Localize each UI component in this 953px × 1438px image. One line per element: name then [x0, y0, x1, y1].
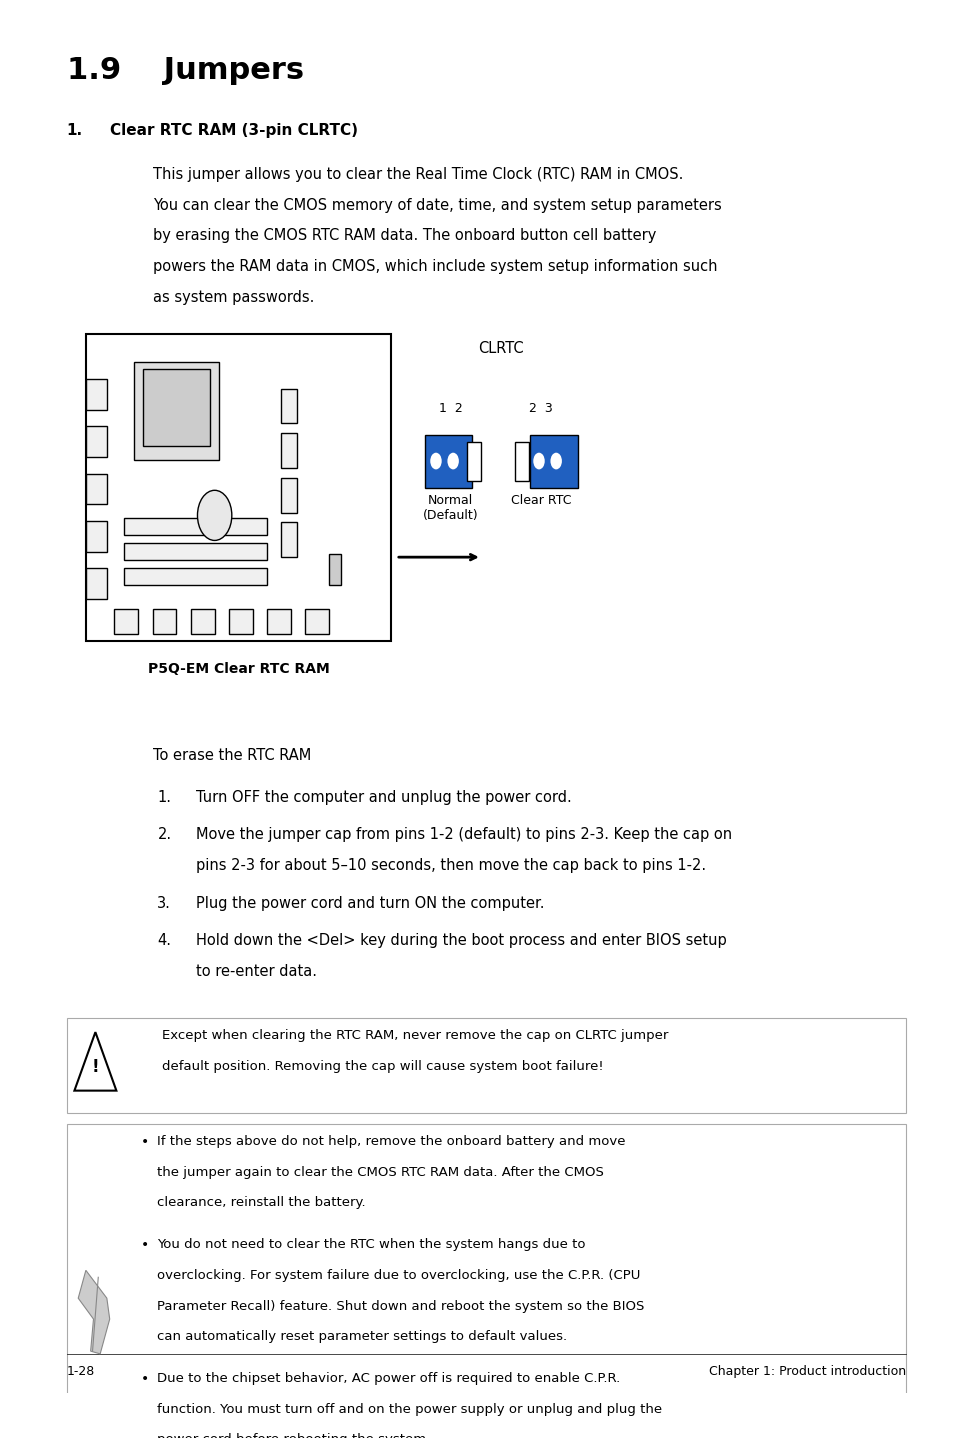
- Bar: [424, 434, 472, 487]
- Bar: [191, 608, 214, 634]
- Text: This jumper allows you to clear the Real Time Clock (RTC) RAM in CMOS.: This jumper allows you to clear the Real…: [152, 167, 682, 183]
- Bar: [467, 441, 480, 480]
- Text: Parameter Recall) feature. Shut down and reboot the system so the BIOS: Parameter Recall) feature. Shut down and…: [157, 1300, 644, 1313]
- Text: •: •: [141, 1135, 150, 1149]
- Text: powers the RAM data in CMOS, which include system setup information such: powers the RAM data in CMOS, which inclu…: [152, 259, 717, 275]
- Bar: [329, 555, 340, 585]
- Text: •: •: [141, 1238, 150, 1252]
- Polygon shape: [74, 1032, 116, 1090]
- Text: P5Q-EM Clear RTC RAM: P5Q-EM Clear RTC RAM: [148, 661, 329, 676]
- Bar: [124, 568, 267, 585]
- Text: If the steps above do not help, remove the onboard battery and move: If the steps above do not help, remove t…: [157, 1135, 625, 1148]
- Text: 1  2: 1 2: [438, 403, 462, 416]
- Bar: [124, 518, 267, 535]
- Text: power cord before rebooting the system.: power cord before rebooting the system.: [157, 1434, 430, 1438]
- Text: Plug the power cord and turn ON the computer.: Plug the power cord and turn ON the comp…: [195, 896, 543, 910]
- Text: 2  3: 2 3: [529, 403, 553, 416]
- Text: To erase the RTC RAM: To erase the RTC RAM: [152, 748, 311, 764]
- Text: Move the jumper cap from pins 1-2 (default) to pins 2-3. Keep the cap on: Move the jumper cap from pins 1-2 (defau…: [195, 827, 731, 843]
- Bar: [133, 362, 219, 460]
- Bar: [152, 608, 176, 634]
- Bar: [86, 568, 107, 600]
- Bar: [515, 441, 528, 480]
- Text: Turn OFF the computer and unplug the power cord.: Turn OFF the computer and unplug the pow…: [195, 789, 571, 805]
- Text: Chapter 1: Product introduction: Chapter 1: Product introduction: [708, 1365, 905, 1378]
- Text: Normal
(Default): Normal (Default): [422, 495, 477, 522]
- Bar: [281, 388, 296, 423]
- Bar: [229, 608, 253, 634]
- Circle shape: [550, 453, 561, 469]
- Bar: [86, 378, 107, 410]
- Circle shape: [447, 453, 458, 469]
- Bar: [267, 608, 291, 634]
- Text: to re-enter data.: to re-enter data.: [195, 963, 316, 979]
- Bar: [143, 370, 210, 446]
- Text: function. You must turn off and on the power supply or unplug and plug the: function. You must turn off and on the p…: [157, 1402, 661, 1415]
- Bar: [281, 522, 296, 557]
- Text: Except when clearing the RTC RAM, never remove the cap on CLRTC jumper: Except when clearing the RTC RAM, never …: [162, 1030, 668, 1043]
- Text: 1-28: 1-28: [67, 1365, 95, 1378]
- Text: •: •: [141, 1372, 150, 1386]
- Bar: [67, 1125, 905, 1438]
- Text: pins 2-3 for about 5–10 seconds, then move the cap back to pins 1-2.: pins 2-3 for about 5–10 seconds, then mo…: [195, 858, 705, 873]
- Bar: [281, 433, 296, 467]
- Text: 4.: 4.: [157, 933, 172, 948]
- Bar: [67, 1018, 905, 1113]
- Bar: [530, 434, 578, 487]
- Text: !: !: [91, 1058, 99, 1076]
- Text: 1.: 1.: [67, 122, 83, 138]
- Text: Clear RTC RAM (3-pin CLRTC): Clear RTC RAM (3-pin CLRTC): [110, 122, 357, 138]
- Text: by erasing the CMOS RTC RAM data. The onboard button cell battery: by erasing the CMOS RTC RAM data. The on…: [152, 229, 656, 243]
- Bar: [86, 426, 107, 457]
- Text: You do not need to clear the RTC when the system hangs due to: You do not need to clear the RTC when th…: [157, 1238, 585, 1251]
- Circle shape: [430, 453, 441, 469]
- Circle shape: [197, 490, 232, 541]
- Text: Hold down the <Del> key during the boot process and enter BIOS setup: Hold down the <Del> key during the boot …: [195, 933, 725, 948]
- Bar: [124, 544, 267, 559]
- Bar: [86, 473, 107, 505]
- Bar: [86, 521, 107, 552]
- Text: 2.: 2.: [157, 827, 172, 843]
- Text: clearance, reinstall the battery.: clearance, reinstall the battery.: [157, 1196, 366, 1209]
- Text: the jumper again to clear the CMOS RTC RAM data. After the CMOS: the jumper again to clear the CMOS RTC R…: [157, 1166, 603, 1179]
- Text: as system passwords.: as system passwords.: [152, 289, 314, 305]
- Polygon shape: [78, 1270, 110, 1355]
- Text: 1.9    Jumpers: 1.9 Jumpers: [67, 56, 304, 85]
- Circle shape: [533, 453, 544, 469]
- Bar: [114, 608, 138, 634]
- Bar: [305, 608, 329, 634]
- Text: Clear RTC: Clear RTC: [510, 495, 571, 508]
- Text: 1.: 1.: [157, 789, 172, 805]
- Text: 3.: 3.: [157, 896, 172, 910]
- Text: can automatically reset parameter settings to default values.: can automatically reset parameter settin…: [157, 1330, 567, 1343]
- Text: Due to the chipset behavior, AC power off is required to enable C.P.R.: Due to the chipset behavior, AC power of…: [157, 1372, 620, 1385]
- Text: You can clear the CMOS memory of date, time, and system setup parameters: You can clear the CMOS memory of date, t…: [152, 198, 720, 213]
- Bar: [281, 477, 296, 512]
- Bar: [86, 334, 391, 641]
- Text: CLRTC: CLRTC: [477, 341, 523, 357]
- Text: overclocking. For system failure due to overclocking, use the C.P.R. (CPU: overclocking. For system failure due to …: [157, 1268, 640, 1281]
- Text: default position. Removing the cap will cause system boot failure!: default position. Removing the cap will …: [162, 1060, 603, 1073]
